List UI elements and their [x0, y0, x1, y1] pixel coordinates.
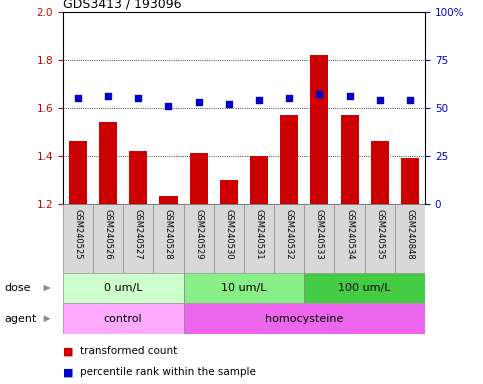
Bar	[311, 55, 328, 204]
Text: dose: dose	[5, 283, 31, 293]
Point	[134, 95, 142, 101]
Bar	[159, 196, 178, 204]
Text: ■: ■	[63, 346, 73, 356]
Text: transformed count: transformed count	[80, 346, 177, 356]
Bar	[280, 115, 298, 204]
Text: GSM240848: GSM240848	[405, 209, 414, 260]
Point	[285, 95, 293, 101]
Text: percentile rank within the sample: percentile rank within the sample	[80, 367, 256, 377]
Bar	[184, 303, 425, 334]
Text: ■: ■	[63, 367, 73, 377]
Bar	[184, 273, 304, 303]
Text: GSM240533: GSM240533	[315, 209, 324, 260]
Text: agent: agent	[5, 314, 37, 324]
Text: GDS3413 / 193096: GDS3413 / 193096	[63, 0, 181, 10]
Text: GSM240535: GSM240535	[375, 209, 384, 260]
Bar	[395, 204, 425, 273]
Bar	[63, 303, 184, 334]
Point	[255, 97, 263, 103]
Text: GSM240531: GSM240531	[255, 209, 264, 260]
Point	[104, 93, 112, 99]
Bar	[213, 204, 244, 273]
Text: GSM240528: GSM240528	[164, 209, 173, 260]
Text: GSM240532: GSM240532	[284, 209, 294, 260]
Bar	[69, 141, 87, 204]
Point	[195, 99, 202, 105]
Bar	[334, 204, 365, 273]
Bar	[63, 273, 184, 303]
Text: control: control	[104, 314, 142, 324]
Text: GSM240525: GSM240525	[73, 209, 83, 260]
Bar	[365, 204, 395, 273]
Bar	[304, 204, 334, 273]
Text: GSM240527: GSM240527	[134, 209, 143, 260]
Bar	[341, 115, 358, 204]
Bar	[93, 204, 123, 273]
Point	[376, 97, 384, 103]
Bar	[123, 204, 154, 273]
Point	[346, 93, 354, 99]
Text: homocysteine: homocysteine	[265, 314, 343, 324]
Bar	[129, 151, 147, 204]
Point	[225, 101, 233, 107]
Text: 0 um/L: 0 um/L	[104, 283, 142, 293]
Bar	[189, 153, 208, 204]
Bar	[184, 204, 213, 273]
Point	[406, 97, 414, 103]
Bar	[244, 204, 274, 273]
Text: GSM240534: GSM240534	[345, 209, 354, 260]
Point	[74, 95, 82, 101]
Text: GSM240530: GSM240530	[224, 209, 233, 260]
Bar	[371, 141, 389, 204]
Text: GSM240526: GSM240526	[103, 209, 113, 260]
Point	[315, 91, 323, 97]
Bar	[63, 204, 93, 273]
Bar	[304, 273, 425, 303]
Point	[165, 103, 172, 109]
Text: GSM240529: GSM240529	[194, 209, 203, 260]
Bar	[274, 204, 304, 273]
Bar	[401, 158, 419, 204]
Bar	[99, 122, 117, 204]
Bar	[250, 156, 268, 204]
Bar	[220, 180, 238, 204]
Text: 100 um/L: 100 um/L	[339, 283, 391, 293]
Bar	[154, 204, 184, 273]
Text: 10 um/L: 10 um/L	[221, 283, 267, 293]
